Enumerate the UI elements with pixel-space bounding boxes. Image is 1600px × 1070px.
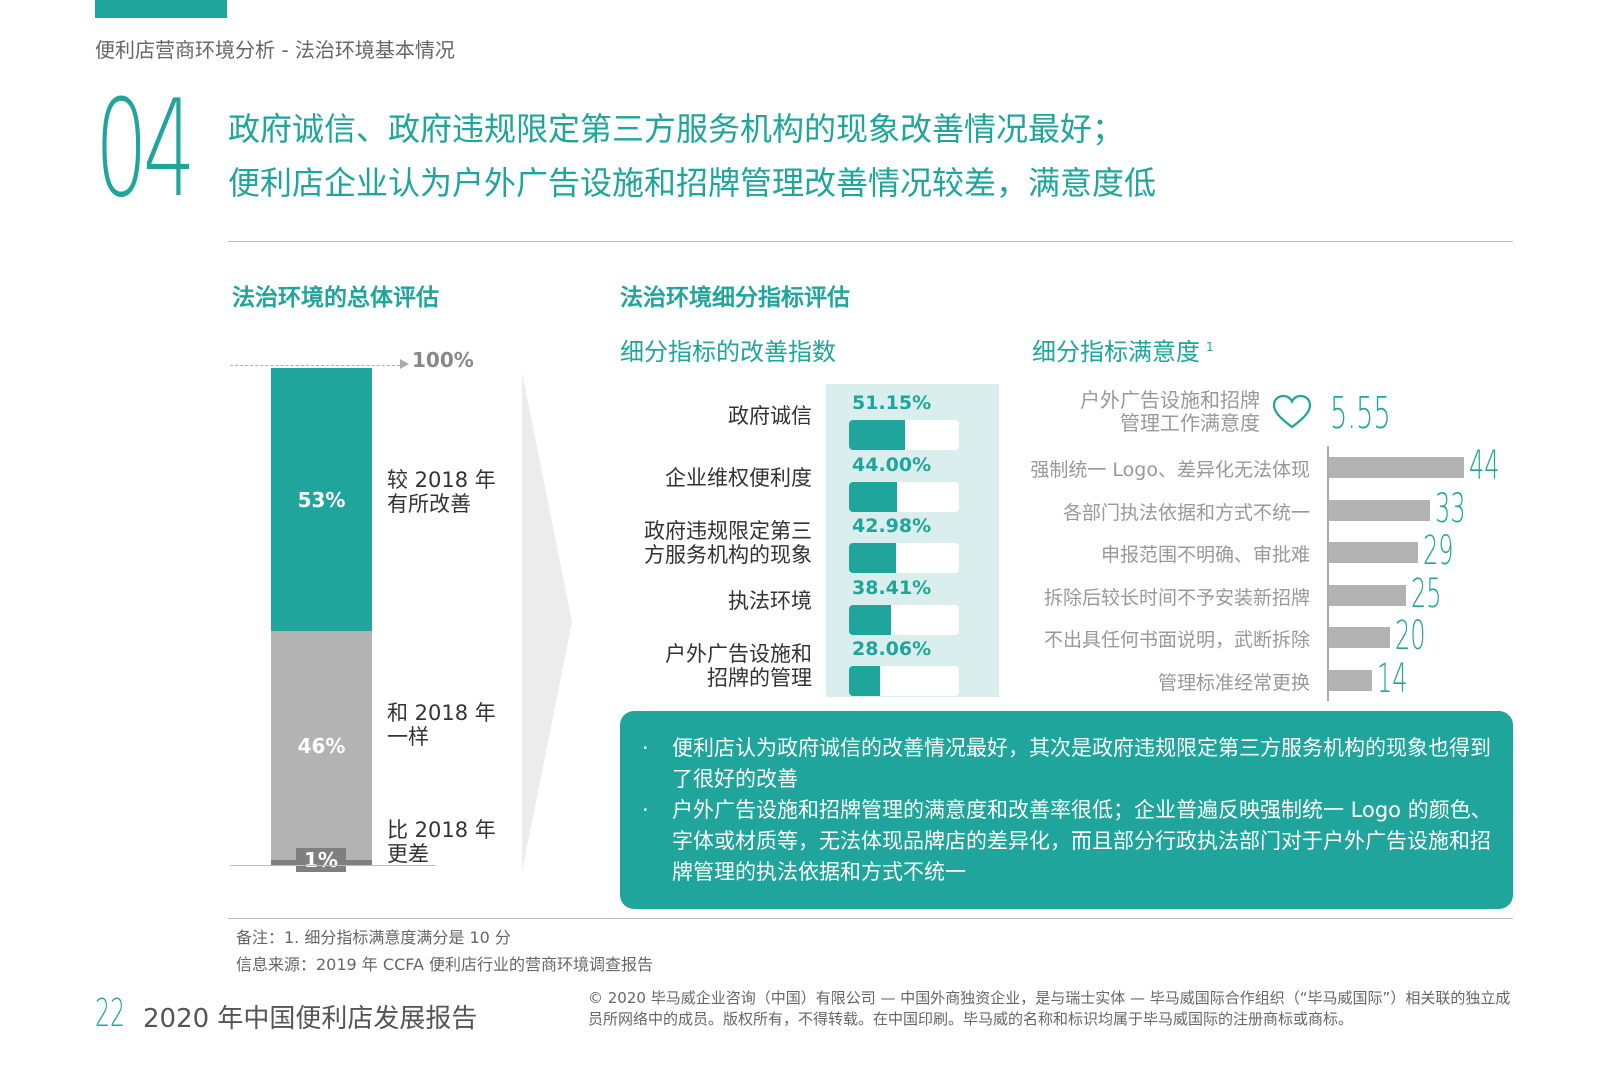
improvement-value-label: 38.41% bbox=[852, 576, 932, 599]
page-number: 22 bbox=[95, 991, 125, 1035]
satisfaction-value-label: 25 bbox=[1410, 570, 1442, 617]
improvement-bar bbox=[849, 420, 906, 450]
headline-line-1: 政府诚信、政府违规限定第三方服务机构的现象改善情况最好； bbox=[228, 110, 1125, 148]
segment-label-line: 一样 bbox=[387, 725, 429, 749]
insight-item: · 便利店认为政府诚信的改善情况最好，其次是政府违规限定第三方服务机构的现象也得到… bbox=[642, 733, 1492, 795]
headline-satisfaction-label-line: 户外广告设施和招牌 bbox=[1080, 388, 1260, 412]
detail-assessment-title: 法治环境细分指标评估 bbox=[620, 285, 850, 311]
satisfaction-category: 不出具任何书面说明，武断拆除 bbox=[1043, 629, 1310, 651]
improvement-category-line: 企业维权便利度 bbox=[665, 465, 812, 490]
heart-icon bbox=[1272, 394, 1312, 429]
satisfaction-value-label: 20 bbox=[1395, 613, 1426, 659]
satisfaction-bar bbox=[1329, 584, 1406, 606]
satisfaction-value-label: 44 bbox=[1469, 443, 1500, 489]
source-note: 信息来源：2019 年 CCFA 便利店行业的营商环境调查报告 bbox=[236, 955, 654, 974]
improvement-category-line: 户外广告设施和 bbox=[665, 642, 812, 666]
segment-value: 46% bbox=[297, 733, 346, 758]
headline-satisfaction-label-line: 管理工作满意度 bbox=[1120, 411, 1260, 435]
satisfaction-bar bbox=[1329, 627, 1391, 648]
satisfaction-category: 各部门执法依据和方式不统一 bbox=[1062, 501, 1310, 524]
satisfaction-value-label: 14 bbox=[1376, 655, 1408, 702]
segment-label-worse: 比 2018 年更差 bbox=[387, 818, 496, 866]
improvement-category: 政府诚信 bbox=[728, 404, 812, 428]
hundred-percent-label: 100% bbox=[412, 348, 474, 372]
insight-text: 户外广告设施和招牌管理的满意度和改善率很低；企业普遍反映强制统一 Logo 的颜… bbox=[672, 798, 1492, 884]
improvement-bar bbox=[849, 604, 892, 635]
top-accent-bar bbox=[95, 0, 227, 18]
improvement-category: 政府违规限定第三 方服务机构的现象 bbox=[644, 519, 812, 567]
report-title: 2020 年中国便利店发展报告 bbox=[143, 1004, 478, 1034]
satisfaction-category: 拆除后较长时间不予安装新招牌 bbox=[1043, 586, 1310, 609]
segment-value: 53% bbox=[297, 487, 346, 512]
insight-text: 便利店认为政府诚信的改善情况最好，其次是政府违规限定第三方服务机构的现象也得到了… bbox=[672, 736, 1491, 791]
satisfaction-bar bbox=[1329, 457, 1464, 478]
segment-label-same: 和 2018 年一样 bbox=[387, 701, 496, 749]
segment-label-line: 和 2018 年 bbox=[387, 701, 496, 725]
improvement-bar-track bbox=[849, 604, 959, 635]
hundred-percent-guide bbox=[230, 365, 405, 366]
bullet-icon: · bbox=[642, 798, 649, 822]
improvement-bar bbox=[849, 666, 880, 696]
improvement-bar-track bbox=[849, 543, 959, 573]
improvement-bar bbox=[849, 481, 898, 512]
improvement-bar-track bbox=[849, 420, 959, 450]
improvement-category-line: 政府诚信 bbox=[728, 404, 812, 428]
improvement-category-line: 方服务机构的现象 bbox=[644, 543, 812, 567]
overall-assessment-title: 法治环境的总体评估 bbox=[232, 285, 439, 311]
satisfaction-value-label: 29 bbox=[1422, 528, 1454, 574]
improvement-category: 执法环境 bbox=[728, 589, 812, 613]
insight-item: · 户外广告设施和招牌管理的满意度和改善率很低；企业普遍反映强制统一 Logo 的… bbox=[642, 795, 1492, 888]
improvement-value-label: 51.15% bbox=[852, 392, 932, 414]
improvement-category-line: 执法环境 bbox=[728, 588, 812, 613]
improvement-index-subtitle: 细分指标的改善指数 bbox=[620, 338, 836, 366]
satisfaction-value-label: 33 bbox=[1435, 485, 1466, 532]
satisfaction-category: 管理标准经常更换 bbox=[1157, 671, 1310, 694]
satisfaction-bar bbox=[1329, 499, 1431, 521]
improvement-bar-track bbox=[849, 666, 959, 696]
overall-stacked-bar: 53% 46% bbox=[271, 368, 372, 867]
segment-label-line: 有所改善 bbox=[387, 492, 471, 516]
improvement-category: 户外广告设施和 招牌的管理 bbox=[665, 642, 812, 690]
improvement-category: 企业维权便利度 bbox=[665, 466, 812, 490]
arrow-right-icon bbox=[400, 359, 409, 369]
notes-divider bbox=[228, 918, 1513, 919]
satisfaction-category: 申报范围不明确、审批难 bbox=[1100, 544, 1310, 566]
header-divider bbox=[228, 241, 1513, 242]
segment-label-improved: 较 2018 年有所改善 bbox=[387, 468, 496, 516]
satisfaction-category: 强制统一 Logo、差异化无法体现 bbox=[1030, 459, 1310, 481]
improvement-category-line: 招牌的管理 bbox=[707, 666, 812, 690]
segment-value-worse: 1% bbox=[296, 848, 346, 872]
copyright-text: © 2020 毕马威企业咨询（中国）有限公司 — 中国外商独资企业，是与瑞士实体… bbox=[588, 989, 1511, 1028]
improvement-bar-track bbox=[849, 481, 959, 512]
segment-label-line: 更差 bbox=[387, 842, 429, 866]
headline-line-2: 便利店企业认为户外广告设施和招牌管理改善情况较差，满意度低 bbox=[228, 164, 1157, 202]
footnote-mark: 1 bbox=[1206, 340, 1214, 354]
satisfaction-subtitle: 细分指标满意度 1 bbox=[1032, 332, 1214, 367]
stacked-baseline bbox=[230, 865, 435, 866]
insight-box: · 便利店认为政府诚信的改善情况最好，其次是政府违规限定第三方服务机构的现象也得到… bbox=[620, 711, 1513, 909]
chevron-right-icon bbox=[522, 372, 572, 872]
headline-satisfaction-value: 5.55 bbox=[1330, 388, 1391, 439]
improvement-value-label: 28.06% bbox=[852, 638, 932, 660]
stacked-segment-improved: 53% bbox=[271, 368, 372, 632]
segment-label-line: 较 2018 年 bbox=[387, 468, 496, 492]
segment-label-line: 比 2018 年 bbox=[387, 818, 496, 842]
improvement-value-label: 42.98% bbox=[852, 515, 932, 537]
satisfaction-bar bbox=[1329, 542, 1418, 563]
satisfaction-subtitle-text: 细分指标满意度 bbox=[1032, 338, 1200, 366]
section-number: 04 bbox=[95, 71, 196, 227]
improvement-bar bbox=[849, 543, 897, 573]
improvement-category-line: 政府违规限定第三 bbox=[644, 519, 812, 543]
improvement-value-label: 44.00% bbox=[852, 453, 932, 476]
bullet-icon: · bbox=[642, 736, 649, 760]
satisfaction-axis bbox=[1327, 446, 1329, 701]
satisfaction-bar bbox=[1329, 669, 1372, 691]
footnote: 备注：1. 细分指标满意度满分是 10 分 bbox=[236, 928, 511, 947]
stacked-segment-same: 46% bbox=[271, 631, 372, 861]
breadcrumb: 便利店营商环境分析 - 法治环境基本情况 bbox=[95, 38, 455, 62]
headline-satisfaction-label: 户外广告设施和招牌 管理工作满意度 bbox=[1030, 389, 1260, 435]
